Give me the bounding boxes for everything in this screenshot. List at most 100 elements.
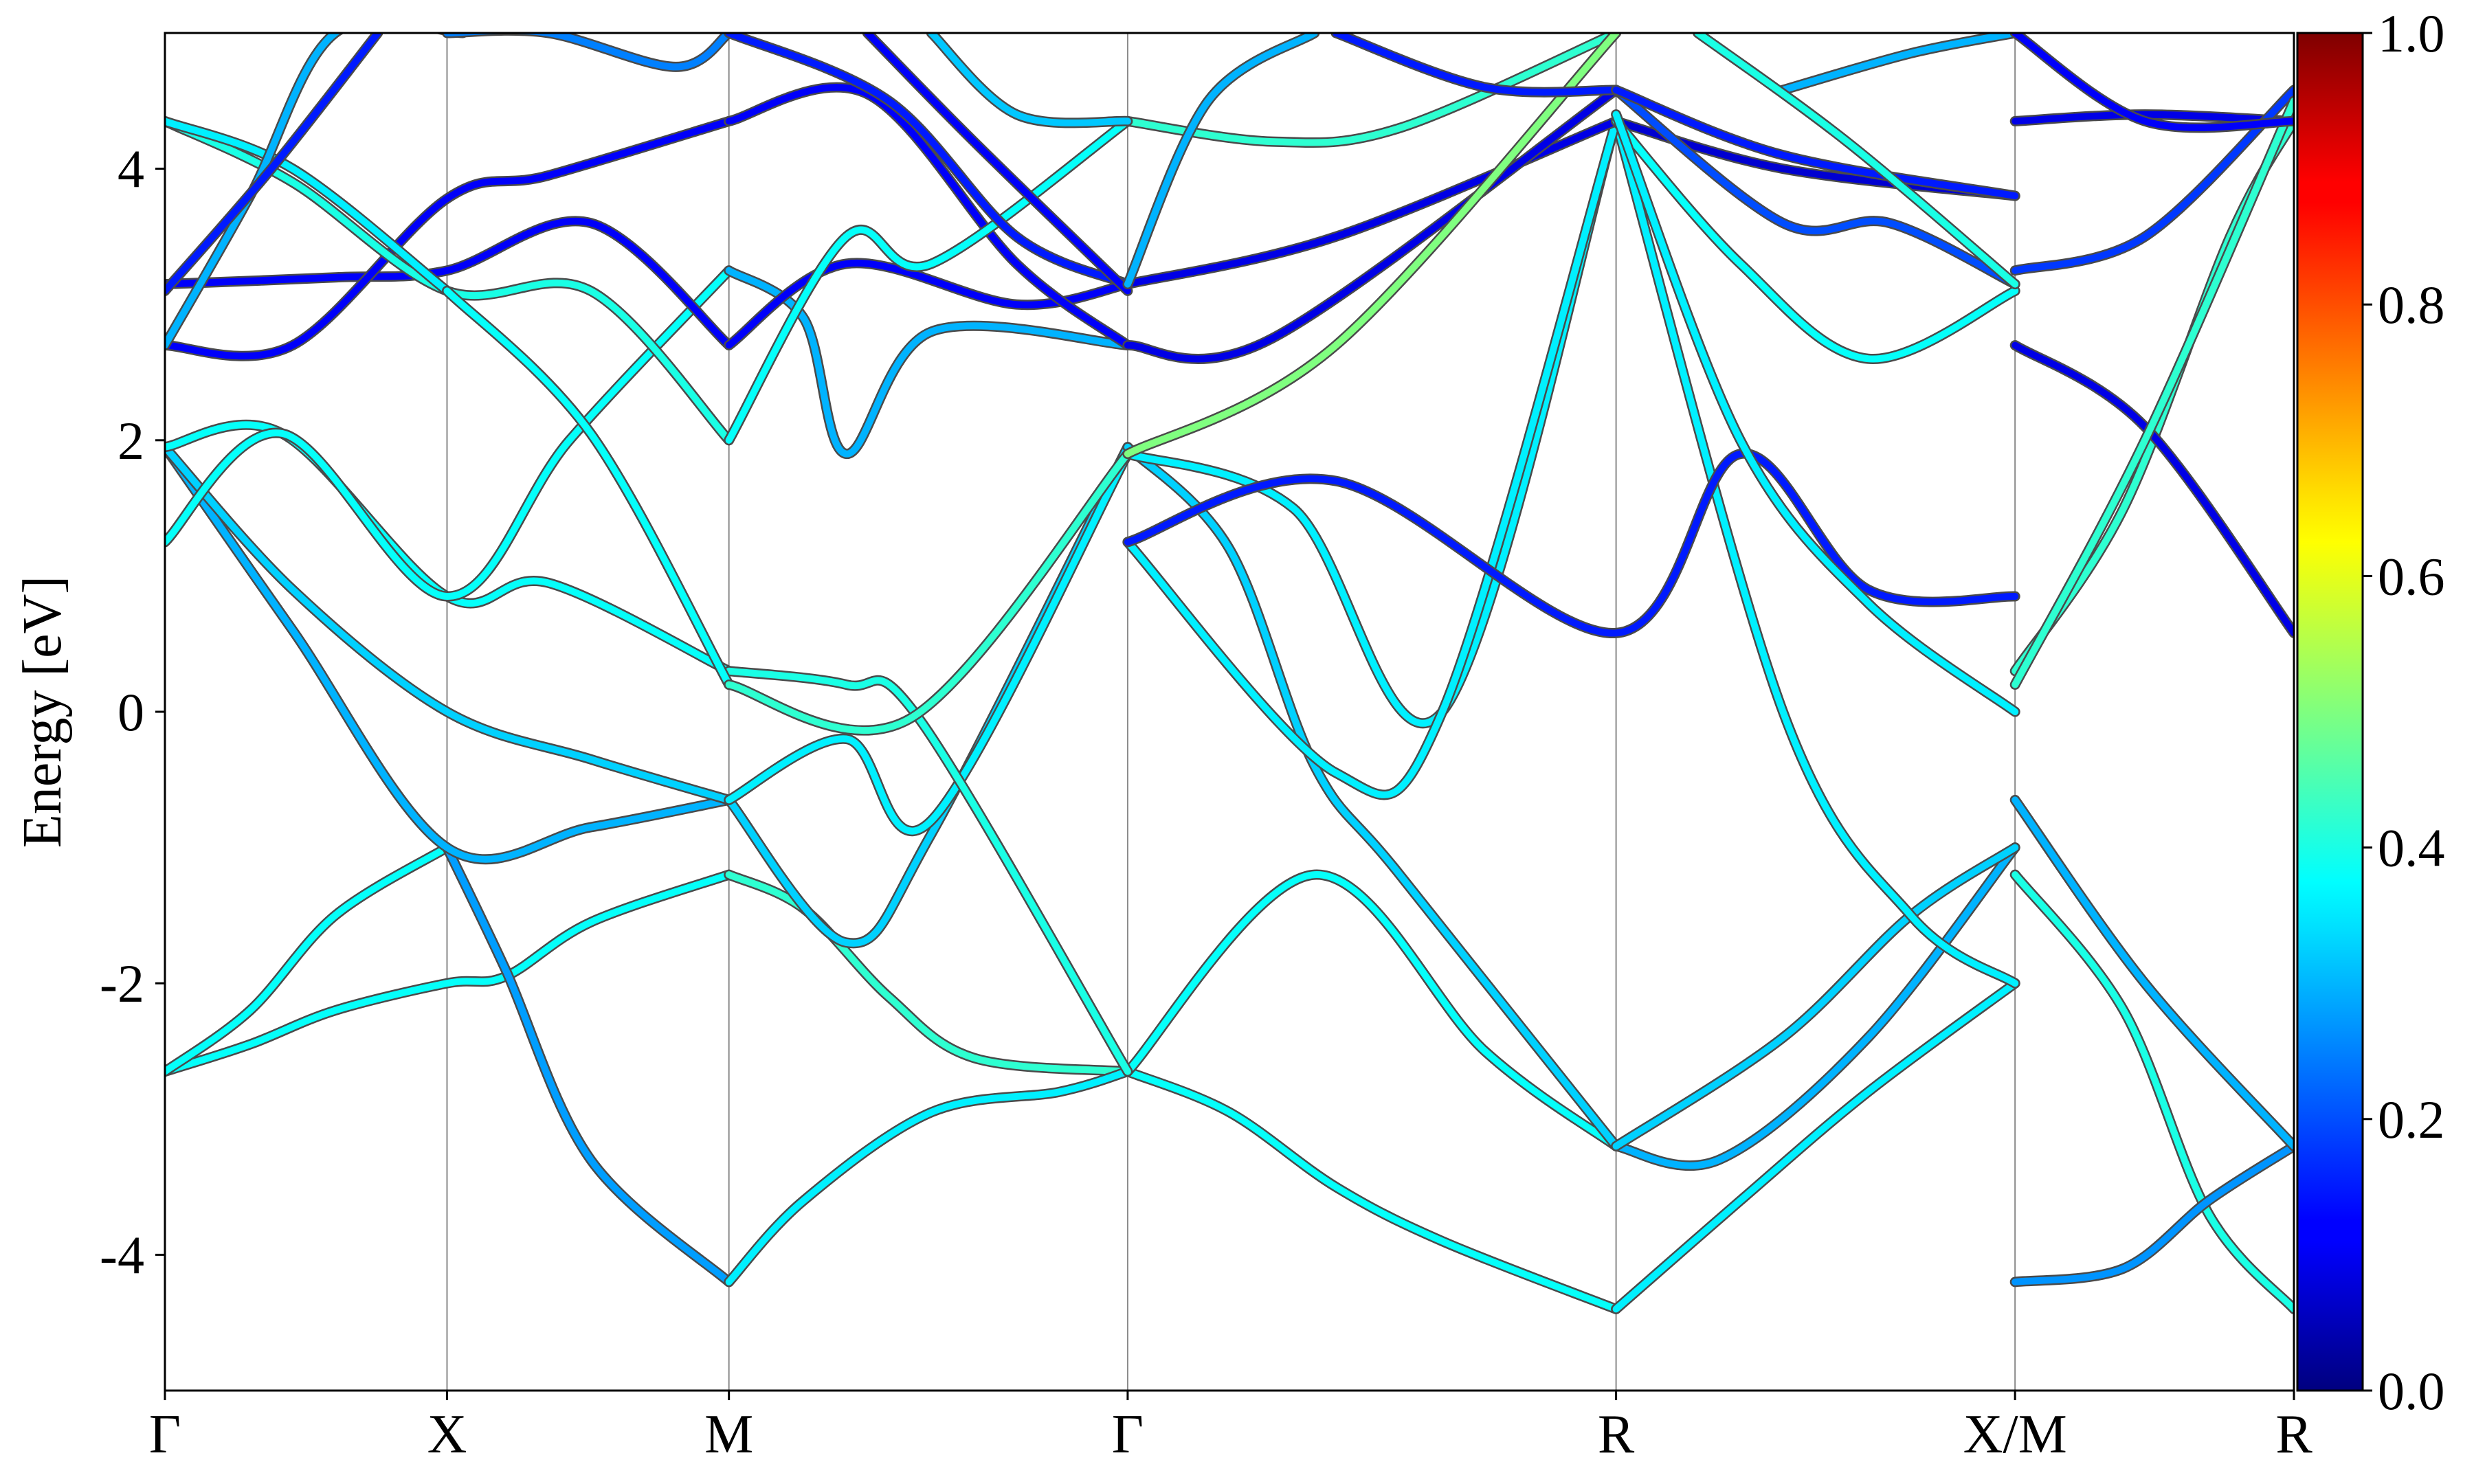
band-line xyxy=(725,84,1131,349)
band-line xyxy=(928,33,1131,126)
band-line xyxy=(725,443,1131,947)
bands-layer xyxy=(165,33,2294,1314)
colorbar-gradient xyxy=(2297,33,2363,1391)
band-outline xyxy=(1122,448,2020,638)
band-line xyxy=(725,450,1131,734)
band-line xyxy=(1612,980,2019,1313)
band-line xyxy=(2011,33,2294,131)
band-line xyxy=(725,117,1131,444)
x-tick-label: Γ xyxy=(149,1404,181,1465)
band-line xyxy=(2011,341,2294,637)
band-outline xyxy=(1611,109,2020,717)
x-axis: Γ X M Γ R X/M R xyxy=(149,1391,2313,1465)
band-line xyxy=(1612,87,2019,288)
band-line xyxy=(165,844,451,1075)
colorbar-frame xyxy=(2296,32,2364,1392)
band-outline xyxy=(2009,794,2294,1151)
band-outline xyxy=(724,449,1133,837)
band-line xyxy=(1124,871,1620,1150)
colorbar: 0.0 0.2 0.4 0.6 0.8 1.0 xyxy=(2296,3,2445,1421)
colorbar-tick-label: 0.8 xyxy=(2378,275,2445,335)
band-outline xyxy=(2009,340,2294,638)
band-line xyxy=(864,33,1131,295)
band-outline xyxy=(442,33,735,72)
band-line xyxy=(443,287,733,688)
band-line xyxy=(1612,844,2019,1169)
band-line xyxy=(1612,117,2019,987)
band-line xyxy=(1332,33,1620,96)
band-outline xyxy=(1122,869,1622,1151)
x-tick-label: R xyxy=(2275,1404,2313,1465)
band-outline xyxy=(724,442,1133,949)
band-outline xyxy=(442,842,735,1288)
y-tick-label: -2 xyxy=(100,954,144,1013)
band-line xyxy=(1124,1068,1620,1313)
colorbar-tick-label: 0.6 xyxy=(2378,546,2445,606)
band-outline xyxy=(2009,1140,2294,1288)
band-line xyxy=(165,217,733,349)
band-line xyxy=(2011,796,2294,1150)
band-line xyxy=(725,871,1131,1075)
band-outline xyxy=(724,1066,1133,1288)
band-line xyxy=(165,117,733,360)
y-tick-label: 2 xyxy=(118,411,144,471)
band-line xyxy=(1612,111,2019,715)
band-line xyxy=(1124,33,1620,458)
colorbar-ticks: 0.0 0.2 0.4 0.6 0.8 1.0 xyxy=(2363,3,2445,1421)
y-axis-label: Energy [eV] xyxy=(12,576,73,848)
band-outline xyxy=(2009,95,2294,690)
band-line xyxy=(2011,871,2294,1313)
y-tick-label: -4 xyxy=(100,1225,144,1285)
band-outline xyxy=(1122,1066,1622,1314)
colorbar-tick-label: 1.0 xyxy=(2378,3,2445,63)
band-line xyxy=(165,33,467,349)
x-tick-label: X/M xyxy=(1963,1404,2067,1465)
band-line xyxy=(165,33,381,295)
x-tick-label: M xyxy=(704,1404,753,1465)
colorbar-tick-label: 0.0 xyxy=(2378,1361,2445,1421)
band-line xyxy=(165,443,733,863)
x-tick-label: X xyxy=(427,1404,467,1465)
band-line xyxy=(1124,117,1620,798)
band-outline xyxy=(442,285,735,690)
band-outline xyxy=(165,842,452,1077)
band-line xyxy=(725,33,1131,288)
band-outline xyxy=(1611,115,2020,364)
x-tick-label: R xyxy=(1598,1404,1635,1465)
band-line xyxy=(1694,33,2019,288)
band-line xyxy=(443,33,733,71)
band-line xyxy=(725,259,1131,349)
y-tick-label: 0 xyxy=(118,682,144,742)
band-line xyxy=(165,443,733,804)
band-line xyxy=(1124,87,1620,363)
band-line xyxy=(1779,33,2019,93)
plot-area: -4 -2 0 2 4 Γ X M Γ R X/M R Energy [eV] xyxy=(12,32,2313,1465)
band-line xyxy=(725,450,1131,835)
colorbar-tick-label: 0.2 xyxy=(2378,1090,2445,1149)
band-line xyxy=(1612,117,2019,363)
band-line xyxy=(1612,87,2019,200)
band-line xyxy=(1124,443,1620,1150)
band-line xyxy=(1124,33,1620,146)
band-line xyxy=(1124,450,2019,637)
band-line xyxy=(165,117,451,295)
band-line xyxy=(2011,97,2294,688)
band-line xyxy=(1124,33,1318,288)
y-tick-label: 4 xyxy=(118,139,144,199)
band-outline xyxy=(724,449,1133,736)
y-axis: -4 -2 0 2 4 xyxy=(100,139,165,1285)
x-tick-label: Γ xyxy=(1112,1404,1144,1465)
band-line xyxy=(725,667,1131,1075)
band-line xyxy=(725,1068,1131,1285)
band-line xyxy=(1124,117,1620,288)
band-line xyxy=(443,844,733,1285)
band-line xyxy=(2011,1143,2294,1285)
band-outline xyxy=(1611,842,2020,1151)
band-line xyxy=(165,267,733,600)
band-outline xyxy=(926,33,1133,128)
band-line xyxy=(1124,117,1620,727)
band-line xyxy=(1612,844,2019,1150)
plot-frame xyxy=(164,32,2295,1392)
colorbar-tick-label: 0.4 xyxy=(2378,818,2445,878)
